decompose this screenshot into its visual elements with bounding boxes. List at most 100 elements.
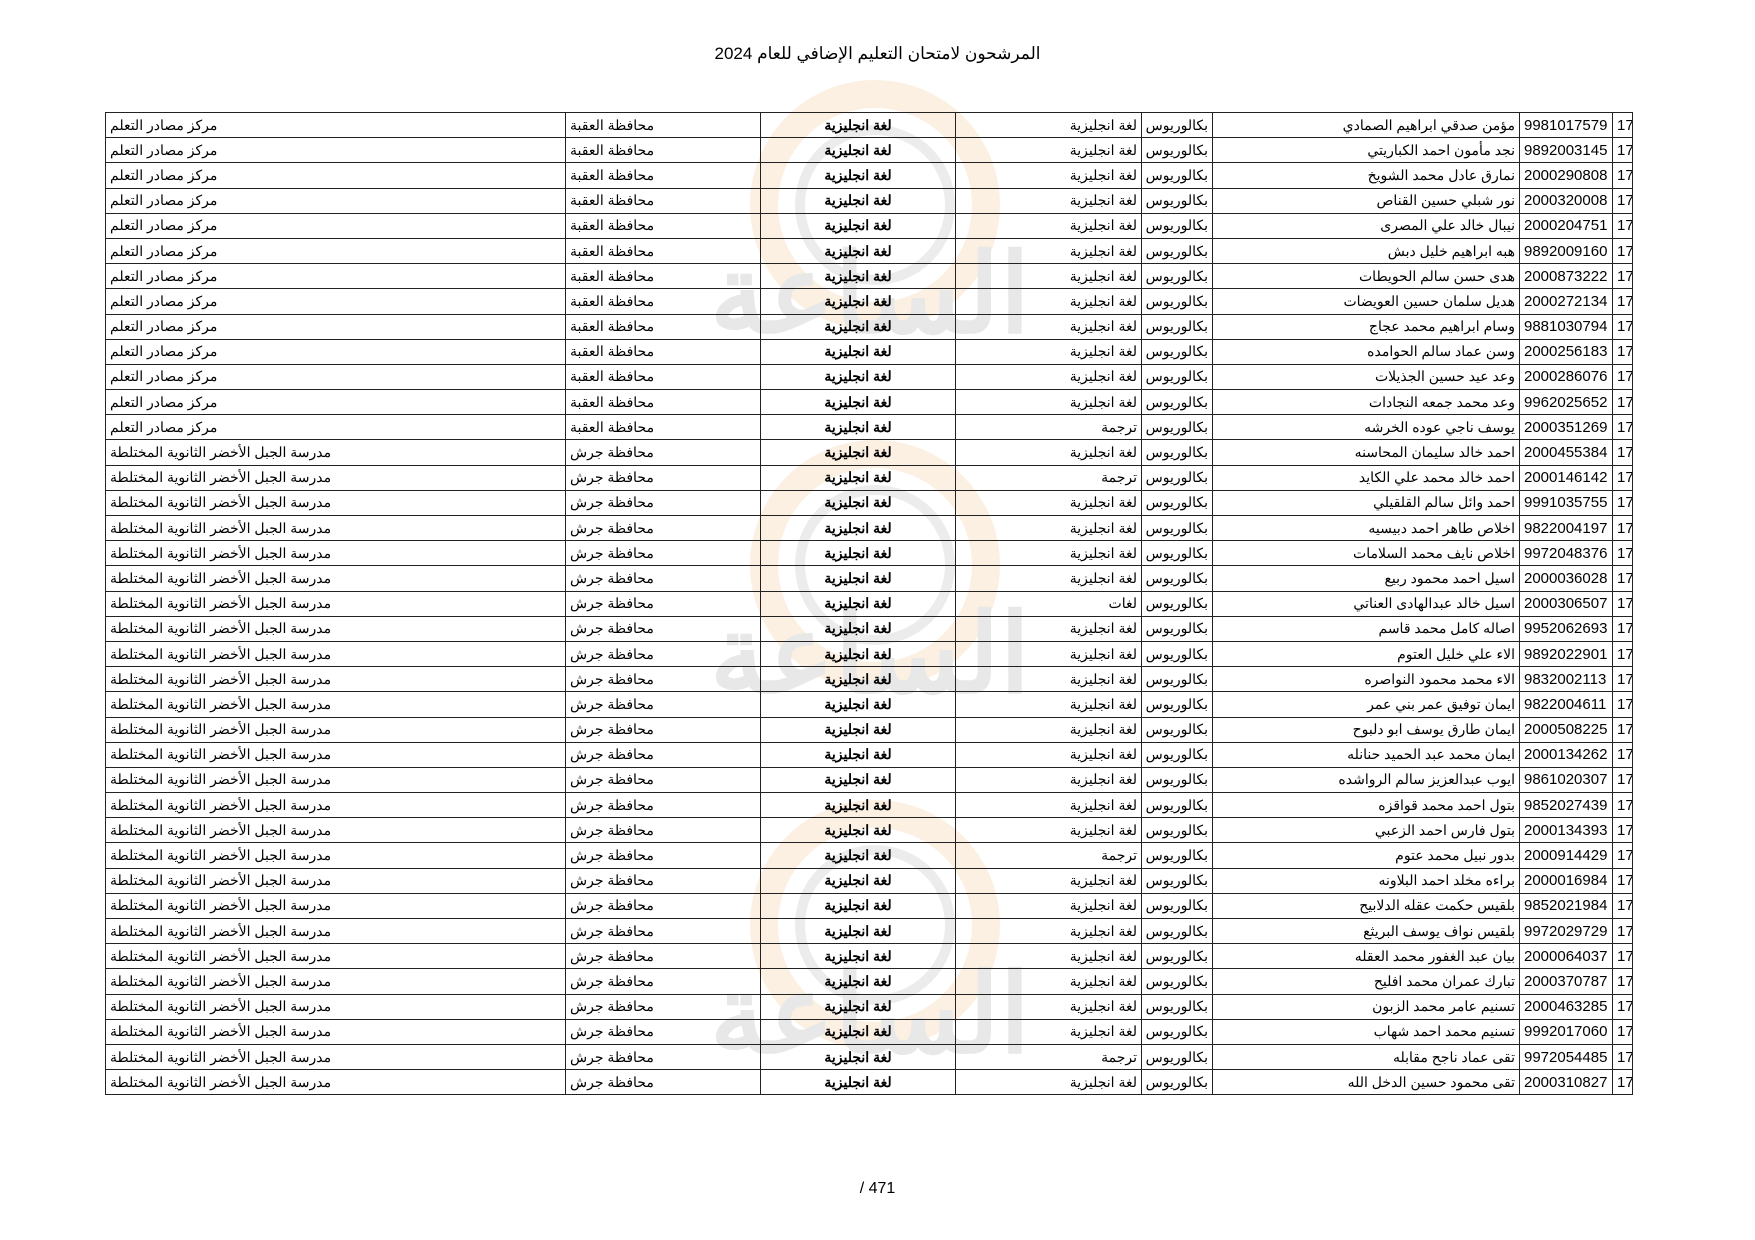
seq-cell: 17255	[1612, 263, 1633, 290]
table-row: 172832000370787تبارك عمران محمد افليحبكا…	[105, 968, 1633, 995]
subject-cell: لغة انجليزية	[760, 892, 956, 920]
name-cell: الاء علي خليل العتوم	[1212, 640, 1520, 668]
seq-cell: 17265	[1612, 514, 1633, 542]
degree-cell: بكالوريوس	[1141, 313, 1213, 340]
name-cell: وسن عماد سالم الحوامده	[1212, 338, 1520, 365]
seq-cell: 17262	[1612, 439, 1633, 466]
governorate-cell: محافظة جرش	[565, 1069, 761, 1096]
table-row: 172562000272134هديل سلمان حسين العويضاتب…	[105, 288, 1633, 315]
governorate-cell: محافظة جرش	[565, 540, 761, 567]
name-cell: وعد عيد حسين الجذيلات	[1212, 363, 1520, 391]
subject-cell: لغة انجليزية	[760, 867, 956, 894]
subject-cell: لغة انجليزية	[760, 313, 956, 340]
subject-cell: لغة انجليزية	[760, 237, 956, 265]
degree-cell: بكالوريوس	[1141, 237, 1213, 265]
table-row: 172682000306507اسيل خالد عبدالهادى العنا…	[105, 590, 1633, 617]
specialization-cell: لغة انجليزية	[955, 615, 1142, 642]
name-cell: نيبال خالد علي المصرى	[1212, 212, 1520, 239]
national-id-cell: 2000134262	[1519, 741, 1613, 768]
national-id-cell: 9991035755	[1519, 489, 1613, 517]
specialization-cell: لغة انجليزية	[955, 1069, 1142, 1096]
governorate-cell: محافظة جرش	[565, 993, 761, 1020]
governorate-cell: محافظة جرش	[565, 766, 761, 794]
table-row: 172552000873222هدى حسن سالم الحويطاتبكال…	[105, 263, 1633, 290]
table-row: 172742000134262ايمان محمد عبد الحميد حنا…	[105, 741, 1633, 768]
governorate-cell: محافظة جرش	[565, 691, 761, 718]
specialization-cell: لغة انجليزية	[955, 237, 1142, 265]
specialization-cell: لغة انجليزية	[955, 439, 1142, 466]
specialization-cell: لغة انجليزية	[955, 741, 1142, 768]
subject-cell: لغة انجليزية	[760, 439, 956, 466]
name-cell: هدى حسن سالم الحويطات	[1212, 263, 1520, 290]
exam-center-cell: مدرسة الجبل الأخضر الثانوية المختلطة	[105, 943, 566, 970]
table-row: 172729822004611ايمان توفيق عمر بني عمربك…	[105, 691, 1633, 718]
name-cell: اسيل احمد محمود ربيع	[1212, 565, 1520, 592]
table-row: 172622000455384احمد خالد سليمان المحاسنه…	[105, 439, 1633, 466]
specialization-cell: لغة انجليزية	[955, 792, 1142, 819]
specialization-cell: لغة انجليزية	[955, 489, 1142, 517]
name-cell: ايوب عبدالعزيز سالم الرواشده	[1212, 766, 1520, 794]
seq-cell: 17275	[1612, 766, 1633, 794]
subject-cell: لغة انجليزية	[760, 187, 956, 214]
exam-center-cell: مدرسة الجبل الأخضر الثانوية المختلطة	[105, 766, 566, 794]
national-id-cell: 2000036028	[1519, 565, 1613, 592]
exam-center-cell: مدرسة الجبل الأخضر الثانوية المختلطة	[105, 540, 566, 567]
national-id-cell: 9972048376	[1519, 540, 1613, 567]
governorate-cell: محافظة جرش	[565, 716, 761, 743]
specialization-cell: لغة انجليزية	[955, 540, 1142, 567]
degree-cell: بكالوريوس	[1141, 666, 1213, 693]
governorate-cell: محافظة جرش	[565, 464, 761, 491]
seq-cell: 17276	[1612, 792, 1633, 819]
national-id-cell: 9892003145	[1519, 137, 1613, 164]
exam-center-cell: مدرسة الجبل الأخضر الثانوية المختلطة	[105, 691, 566, 718]
name-cell: ايمان توفيق عمر بني عمر	[1212, 691, 1520, 718]
subject-cell: لغة انجليزية	[760, 137, 956, 164]
degree-cell: بكالوريوس	[1141, 489, 1213, 517]
degree-cell: بكالوريوس	[1141, 867, 1213, 894]
seq-cell: 17258	[1612, 338, 1633, 365]
governorate-cell: محافظة جرش	[565, 741, 761, 768]
name-cell: مؤمن صدقي ابراهيم الصمادي	[1212, 111, 1520, 139]
governorate-cell: محافظة جرش	[565, 565, 761, 592]
name-cell: وسام ابراهيم محمد عجاج	[1212, 313, 1520, 340]
exam-center-cell: مدرسة الجبل الأخضر الثانوية المختلطة	[105, 590, 566, 617]
subject-cell: لغة انجليزية	[760, 590, 956, 617]
exam-center-cell: مركز مصادر التعلم	[105, 263, 566, 290]
seq-cell: 17268	[1612, 590, 1633, 617]
exam-center-cell: مدرسة الجبل الأخضر الثانوية المختلطة	[105, 817, 566, 844]
governorate-cell: محافظة جرش	[565, 1018, 761, 1045]
degree-cell: بكالوريوس	[1141, 338, 1213, 365]
specialization-cell: لغة انجليزية	[955, 187, 1142, 214]
exam-center-cell: مدرسة الجبل الأخضر الثانوية المختلطة	[105, 917, 566, 945]
exam-center-cell: مدرسة الجبل الأخضر الثانوية المختلطة	[105, 716, 566, 743]
name-cell: احمد وائل سالم القلقيلي	[1212, 489, 1520, 517]
subject-cell: لغة انجليزية	[760, 817, 956, 844]
governorate-cell: محافظة العقبة	[565, 414, 761, 441]
governorate-cell: محافظة العقبة	[565, 338, 761, 365]
degree-cell: بكالوريوس	[1141, 137, 1213, 164]
degree-cell: بكالوريوس	[1141, 691, 1213, 718]
specialization-cell: لغة انجليزية	[955, 716, 1142, 743]
governorate-cell: محافظة العقبة	[565, 389, 761, 416]
degree-cell: بكالوريوس	[1141, 716, 1213, 743]
exam-center-cell: مدرسة الجبل الأخضر الثانوية المختلطة	[105, 1018, 566, 1045]
governorate-cell: محافظة العقبة	[565, 111, 761, 139]
degree-cell: بكالوريوس	[1141, 1043, 1213, 1071]
specialization-cell: لغة انجليزية	[955, 263, 1142, 290]
specialization-cell: لغة انجليزية	[955, 666, 1142, 693]
national-id-cell: 9952062693	[1519, 615, 1613, 642]
name-cell: ايمان محمد عبد الحميد حنانله	[1212, 741, 1520, 768]
governorate-cell: محافظة العقبة	[565, 288, 761, 315]
specialization-cell: لغة انجليزية	[955, 892, 1142, 920]
name-cell: احمد خالد محمد علي الكايد	[1212, 464, 1520, 491]
seq-cell: 17254	[1612, 237, 1633, 265]
degree-cell: بكالوريوس	[1141, 917, 1213, 945]
governorate-cell: محافظة جرش	[565, 666, 761, 693]
name-cell: الاء محمد محمود النواصره	[1212, 666, 1520, 693]
table-row: 172819972029729بلقيس نواف يوسف البريثعبك…	[105, 917, 1633, 945]
seq-cell: 17270	[1612, 640, 1633, 668]
table-row: 172649991035755احمد وائل سالم القلقيليبك…	[105, 489, 1633, 517]
degree-cell: بكالوريوس	[1141, 615, 1213, 642]
table-row: 172732000508225ايمان طارق يوسف ابو دلبوح…	[105, 716, 1633, 743]
name-cell: بلقيس نواف يوسف البريثع	[1212, 917, 1520, 945]
